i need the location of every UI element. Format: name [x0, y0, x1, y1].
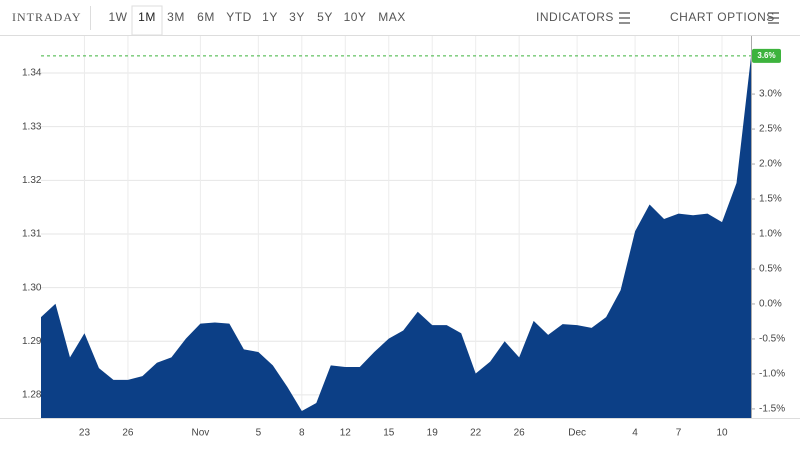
- y-tick-label: 1.34: [22, 68, 42, 79]
- y2-tick-label: -1.0%: [759, 369, 785, 380]
- area: [41, 56, 751, 418]
- indicators-button[interactable]: INDICATORS: [536, 10, 614, 24]
- range-button[interactable]: 3M: [167, 10, 185, 24]
- x-tick-label: 8: [299, 428, 305, 439]
- x-tick-label: Dec: [568, 428, 586, 439]
- range-button[interactable]: 1Y: [262, 10, 278, 24]
- range-button[interactable]: 6M: [197, 10, 215, 24]
- toolbar-title: INTRADAY: [12, 10, 82, 24]
- x-tick-label: 5: [256, 428, 262, 439]
- y2-tick-label: 2.0%: [759, 159, 782, 170]
- y2-tick-label: 3.0%: [759, 89, 782, 100]
- range-button[interactable]: 3Y: [289, 10, 305, 24]
- y-tick-label: 1.30: [22, 282, 42, 293]
- x-tick-label: 19: [427, 428, 439, 439]
- chart-options-icon[interactable]: [768, 12, 779, 24]
- indicators-icon[interactable]: [619, 12, 630, 24]
- y-tick-label: 1.32: [22, 175, 42, 186]
- range-button[interactable]: MAX: [378, 10, 406, 24]
- y2-tick-label: 2.5%: [759, 124, 782, 135]
- y-tick-label: 1.33: [22, 121, 42, 132]
- x-tick-label: 12: [340, 428, 352, 439]
- x-tick-label: 4: [632, 428, 638, 439]
- last-value-badge: [752, 48, 781, 63]
- chart-options-button[interactable]: CHART OPTIONS: [670, 10, 775, 24]
- last-value-label: 3.6%: [757, 51, 775, 60]
- y-tick-label: 1.31: [22, 229, 42, 240]
- range-button[interactable]: 1M: [138, 10, 156, 24]
- y2-tick-label: -1.5%: [759, 404, 785, 415]
- y2-tick-label: 0.5%: [759, 264, 782, 275]
- range-button[interactable]: 5Y: [317, 10, 333, 24]
- range-button[interactable]: 1W: [109, 10, 128, 24]
- x-tick-label: 15: [383, 428, 395, 439]
- range-button[interactable]: YTD: [226, 10, 252, 24]
- x-tick-label: 26: [514, 428, 526, 439]
- x-tick-label: 26: [122, 428, 134, 439]
- x-tick-label: 10: [716, 428, 728, 439]
- range-button[interactable]: 10Y: [344, 10, 367, 24]
- y-tick-label: 1.28: [22, 390, 42, 401]
- x-tick-label: Nov: [191, 428, 209, 439]
- x-tick-label: 22: [470, 428, 482, 439]
- selected-range: [131, 5, 163, 36]
- x-tick-label: 7: [676, 428, 682, 439]
- y2-tick-label: -0.5%: [759, 334, 785, 345]
- y2-tick-label: 0.0%: [759, 299, 782, 310]
- y2-tick-label: 1.5%: [759, 194, 782, 205]
- x-tick-label: 23: [79, 428, 91, 439]
- y2-tick-label: 1.0%: [759, 229, 782, 240]
- y-tick-label: 1.29: [22, 336, 42, 347]
